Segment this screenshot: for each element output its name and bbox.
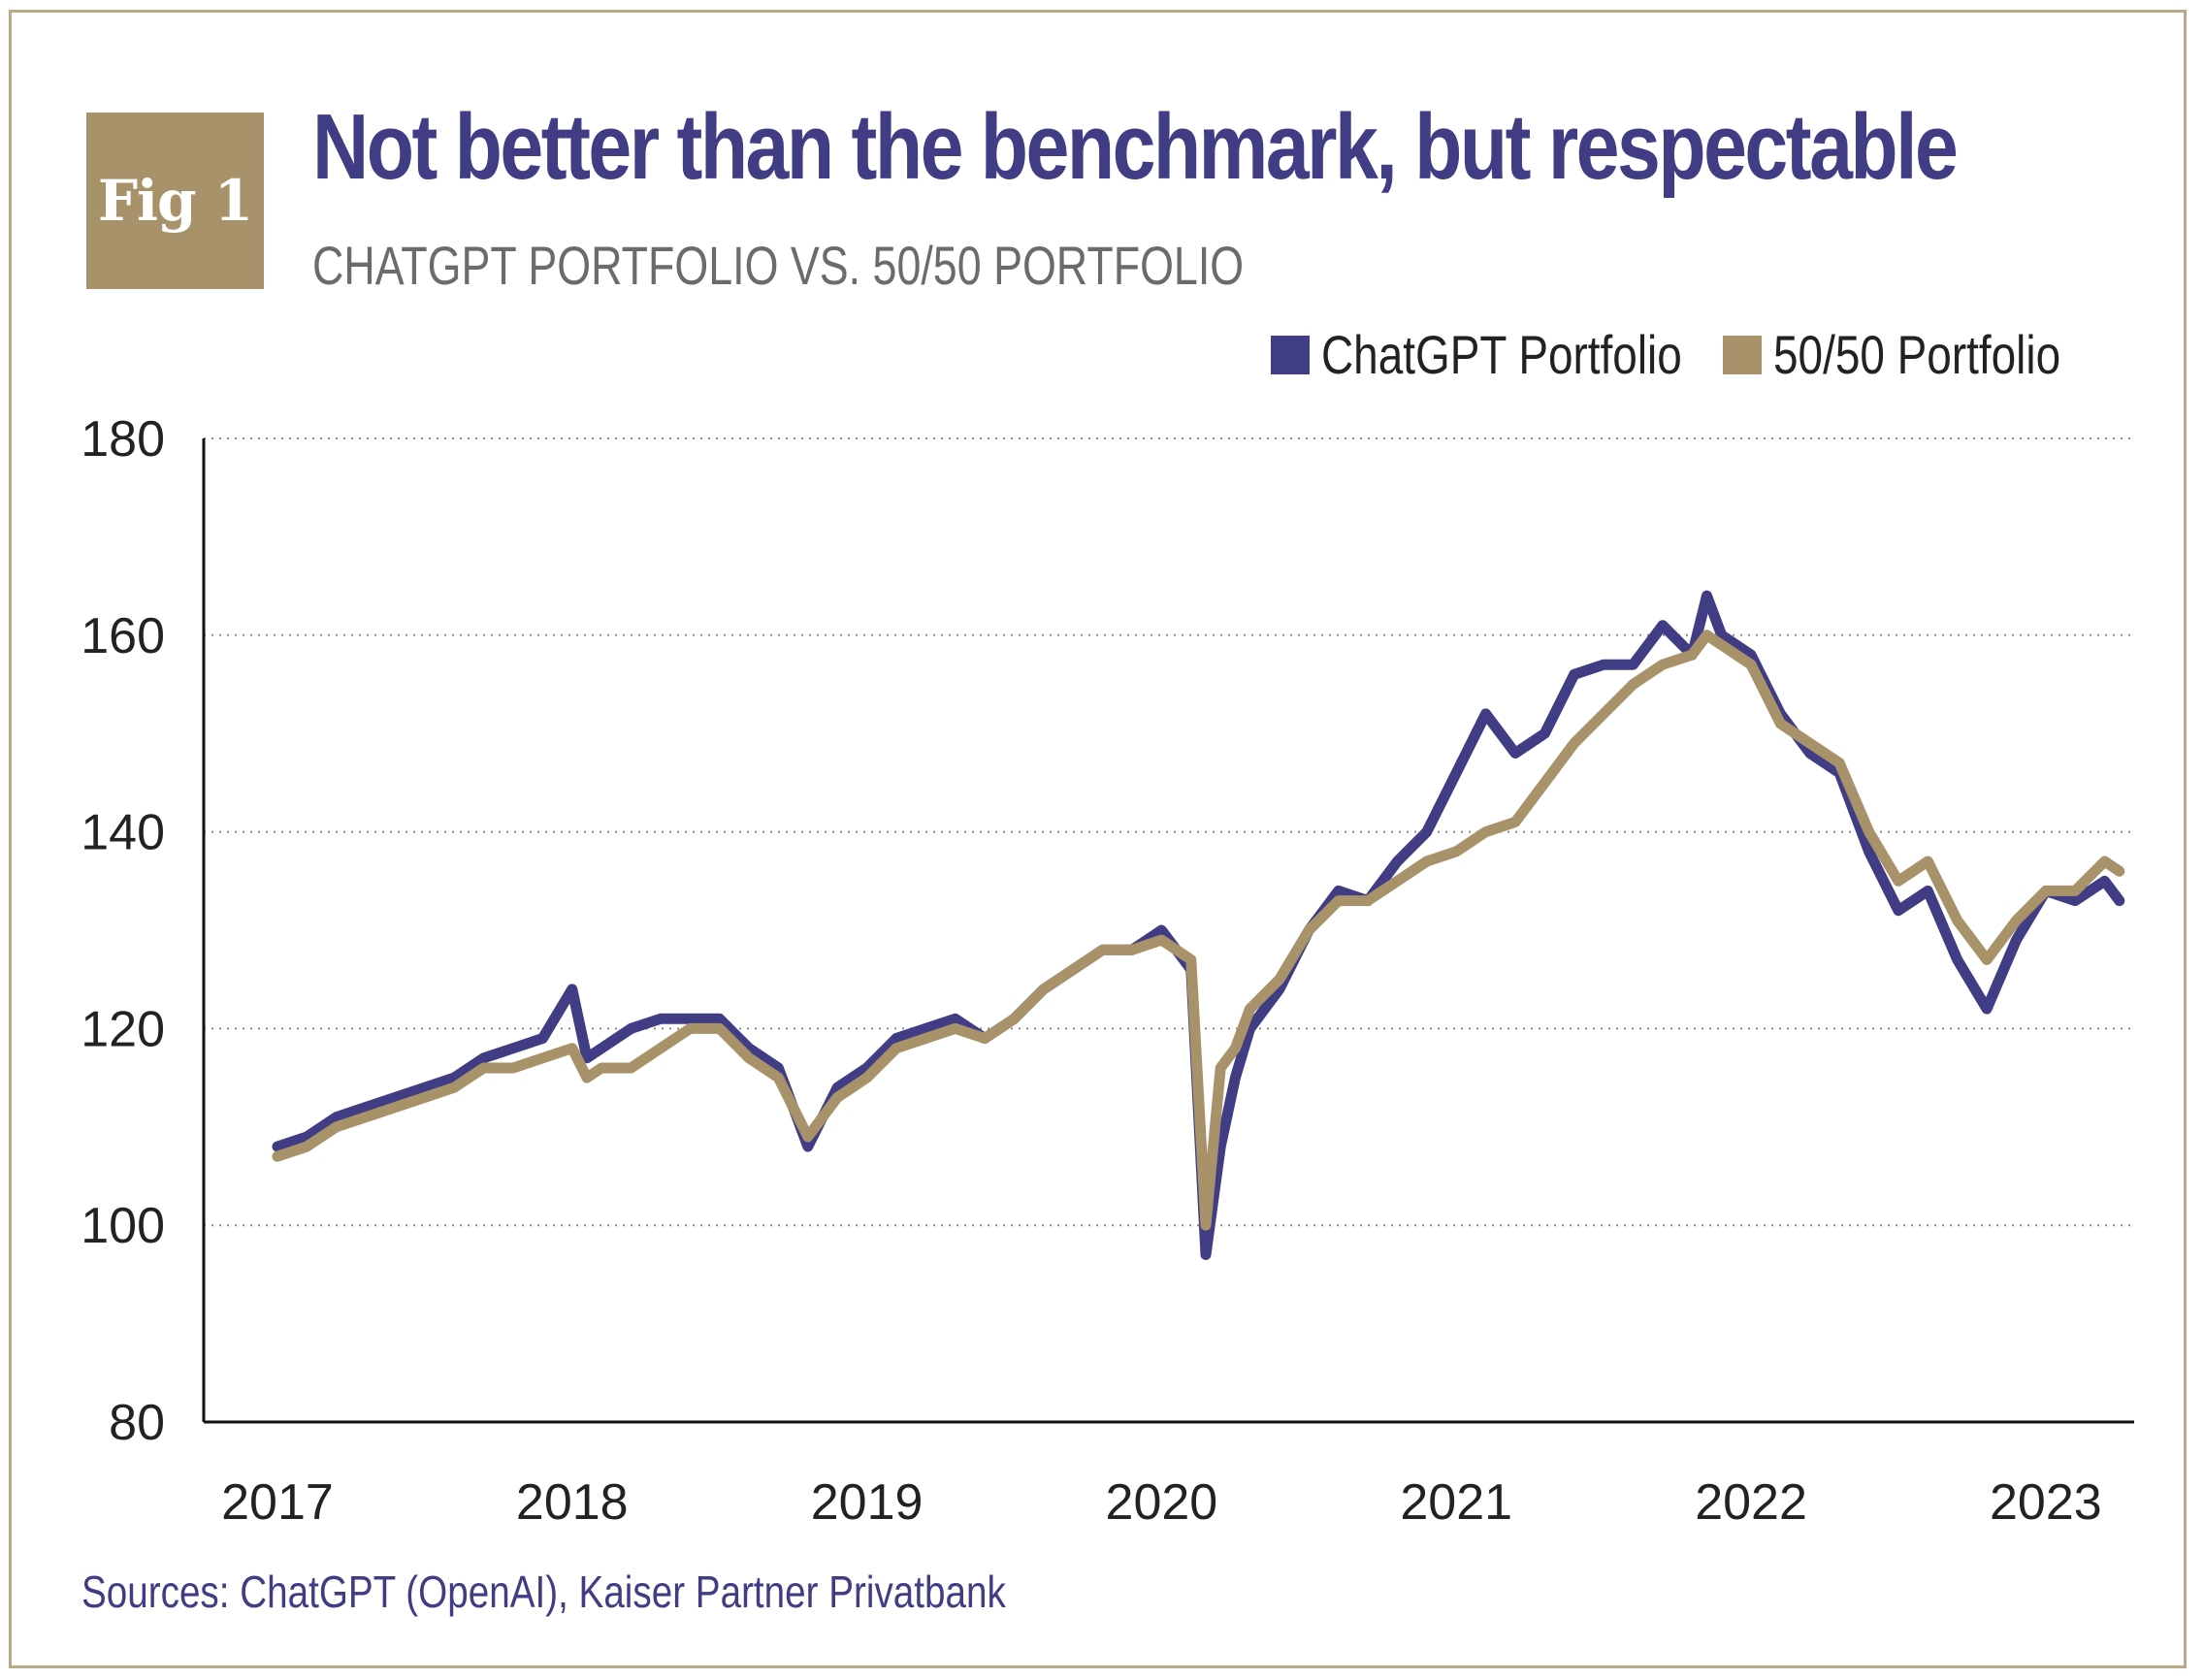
figure-badge-label: Fig 1 <box>97 168 253 234</box>
legend-item-fifty-fifty: 50/50 Portfolio <box>1723 328 2123 382</box>
legend-swatch-fifty-fifty <box>1723 336 1762 374</box>
x-tick-label: 2017 <box>221 1474 334 1531</box>
x-tick-label: 2019 <box>811 1474 924 1531</box>
legend-item-chatgpt: ChatGPT Portfolio <box>1271 328 1761 382</box>
x-tick-label: 2022 <box>1695 1474 1807 1531</box>
y-tick-label: 120 <box>81 1001 165 1057</box>
y-tick-label: 100 <box>81 1198 165 1254</box>
x-tick-label: 2018 <box>516 1474 629 1531</box>
figure-frame <box>9 10 2187 1668</box>
legend-swatch-chatgpt <box>1271 336 1310 374</box>
chart-subtitle: CHATGPT PORTFOLIO VS. 50/50 PORTFOLIO <box>312 235 1245 296</box>
legend-label-chatgpt: ChatGPT Portfolio <box>1321 324 1682 385</box>
figure-badge: Fig 1 <box>86 113 264 289</box>
x-tick-label: 2020 <box>1106 1474 1218 1531</box>
legend-label-fifty-fifty: 50/50 Portfolio <box>1773 324 2061 385</box>
x-tick-label: 2023 <box>1990 1474 2102 1531</box>
y-tick-label: 140 <box>81 805 165 861</box>
series-line-fifty-fifty <box>272 630 2125 1231</box>
y-tick-label: 80 <box>109 1395 165 1451</box>
chart-title: Not better than the benchmark, but respe… <box>312 95 1959 199</box>
x-tick-label: 2021 <box>1400 1474 1512 1531</box>
source-note: Sources: ChatGPT (OpenAI), Kaiser Partne… <box>81 1567 1006 1617</box>
y-tick-label: 180 <box>81 411 165 468</box>
y-tick-label: 160 <box>81 608 165 664</box>
